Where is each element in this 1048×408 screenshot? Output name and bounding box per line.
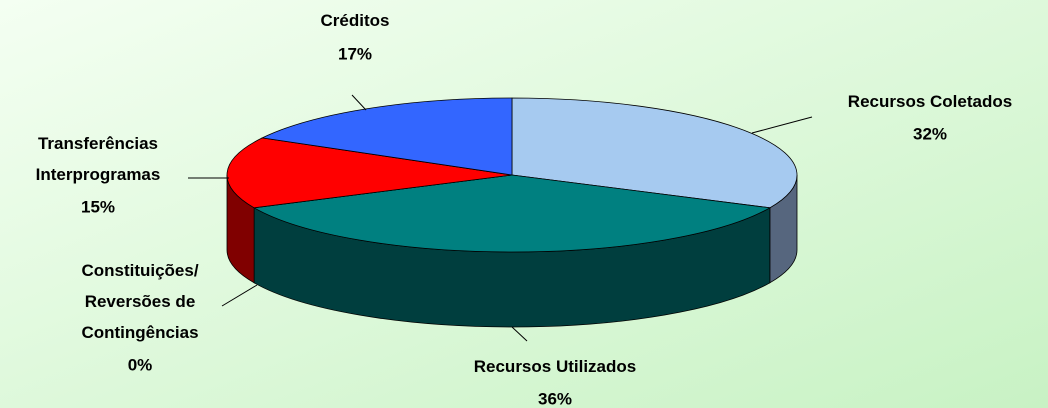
category-label: Recursos Utilizados xyxy=(474,357,637,376)
slice xyxy=(252,174,772,253)
leader-line xyxy=(511,326,528,342)
leader-line xyxy=(751,116,813,134)
value-label: 15% xyxy=(81,197,115,216)
labels: Recursos Coletados 32% Recursos Utilizados… xyxy=(36,11,1013,408)
value-label: 0% xyxy=(128,355,153,374)
category-label: Recursos Coletados xyxy=(848,92,1012,111)
leader-line xyxy=(351,94,367,111)
value-label: 17% xyxy=(338,44,372,63)
pie-tops xyxy=(226,97,798,253)
slice xyxy=(260,97,513,176)
pie-sides xyxy=(226,174,798,328)
category-label: Transferências Interprogramas xyxy=(36,134,161,184)
value-label: 36% xyxy=(538,389,572,408)
slice xyxy=(226,137,513,209)
value-label: 32% xyxy=(913,124,947,143)
category-label: Créditos xyxy=(321,11,390,30)
leader-line xyxy=(221,284,258,307)
category-label: Constituições/Reversões de Contingências xyxy=(81,261,198,342)
slice xyxy=(511,97,798,209)
